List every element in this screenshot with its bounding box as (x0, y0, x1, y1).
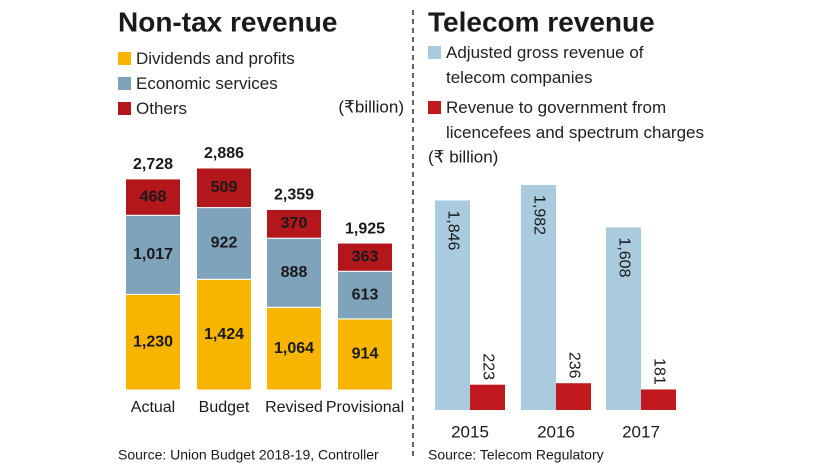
value-label: 914 (352, 346, 379, 363)
unit-label: (₹ billion) (428, 147, 498, 166)
value-label: 1,064 (274, 340, 314, 357)
unit-label: (₹billion) (338, 97, 404, 116)
value-label: 922 (211, 235, 238, 252)
x-tick-label: 2017 (622, 422, 660, 441)
bar (606, 227, 641, 410)
legend-swatch (118, 102, 131, 115)
value-label: 888 (281, 264, 308, 281)
total-label: 2,886 (204, 145, 244, 162)
legend-swatch (118, 52, 131, 65)
x-tick-label: Provisional (326, 399, 404, 416)
x-tick-label: Revised (265, 399, 323, 416)
source: Source: Telecom Regulatory (428, 447, 604, 463)
legend-label-box: Others (136, 99, 188, 118)
value-label: 223 (479, 353, 496, 380)
value-label: 509 (211, 179, 238, 196)
legend-label-box: Revenue to government from licencefees a… (446, 98, 704, 142)
bar-segment (125, 214, 181, 295)
value-label: 370 (281, 215, 308, 232)
x-tick-label: 2016 (537, 422, 575, 441)
bar-segment (196, 167, 252, 209)
legend-label-box: Adjusted gross revenue of telecom compan… (446, 43, 644, 87)
x-tick-label: Actual (131, 399, 175, 416)
value-label: 468 (140, 188, 167, 205)
x-tick-label: Budget (199, 399, 250, 416)
value-label: 1,424 (204, 326, 244, 343)
bar-segment (337, 318, 393, 391)
value-label: 1,230 (133, 333, 173, 350)
value-label: 181 (650, 358, 667, 385)
legend-label: Dividends and profits (136, 49, 295, 68)
legend-label: Economic services (136, 74, 278, 93)
source: Source: Union Budget 2018-19, Controller (118, 447, 379, 463)
bar (435, 200, 470, 410)
value-label: 363 (352, 248, 379, 265)
bar-segment (266, 208, 322, 239)
bar-segment (337, 242, 393, 272)
legend-swatch (428, 101, 441, 114)
bar-segment (266, 237, 322, 308)
bar-segment (337, 270, 393, 320)
value-label: 1,017 (133, 246, 173, 263)
bar-segment (125, 178, 181, 216)
bar (470, 384, 505, 410)
legend-label-box: Economic services (136, 74, 278, 93)
value-label: 236 (565, 352, 582, 379)
value-label: 1,608 (615, 237, 632, 277)
value-label: 1,982 (530, 195, 547, 235)
legend-label-box: Dividends and profits (136, 49, 295, 68)
total-label: 1,925 (345, 220, 385, 237)
legend-swatch (428, 46, 441, 59)
total-label: 2,359 (274, 187, 314, 204)
x-tick-label: 2015 (451, 422, 489, 441)
value-label: 1,846 (444, 210, 461, 250)
chart-title: Telecom revenue (428, 6, 655, 37)
legend-label: Revenue to government from licencefees a… (446, 98, 704, 142)
legend-label: Others (136, 99, 188, 118)
legend-label: Adjusted gross revenue of telecom compan… (446, 43, 644, 87)
value-label: 613 (352, 286, 379, 303)
bar (556, 383, 591, 410)
total-label: 2,728 (133, 156, 173, 173)
chart-title: Non-tax revenue (118, 6, 337, 37)
bar (641, 389, 676, 410)
legend-swatch (118, 77, 131, 90)
bar (521, 185, 556, 410)
